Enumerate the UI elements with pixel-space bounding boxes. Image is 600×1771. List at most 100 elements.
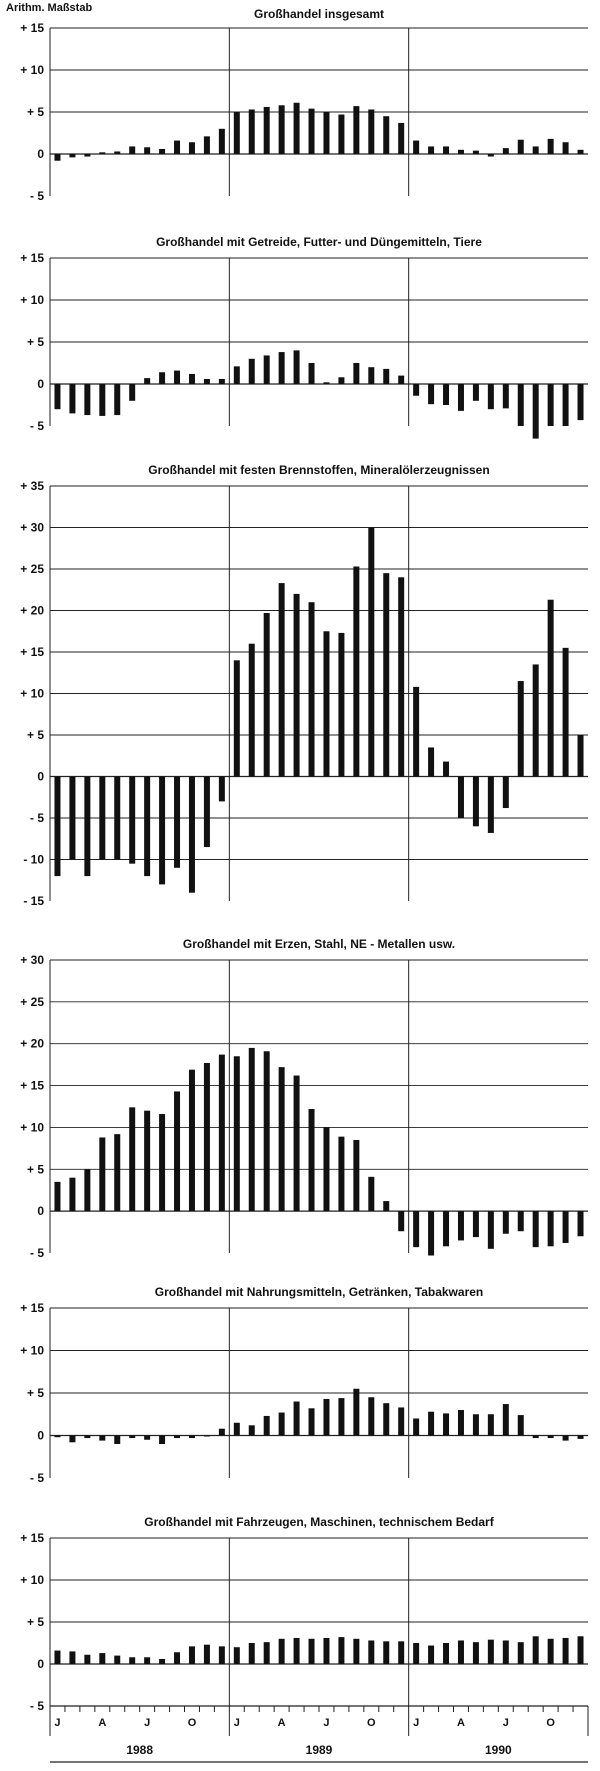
bar <box>233 660 240 777</box>
bar <box>428 384 435 405</box>
y-tick-label: 0 <box>37 147 44 161</box>
bar <box>472 1414 479 1436</box>
chart-panel-1: Großhandel insgesamt + 15 + 10 + 5 0 - 5 <box>20 7 588 203</box>
bar <box>487 1211 494 1249</box>
month-label: J <box>144 1717 150 1729</box>
bar <box>263 355 270 384</box>
bar <box>487 1639 494 1664</box>
month-label: O <box>546 1717 555 1729</box>
bar <box>248 358 255 384</box>
y-tick-label: - 5 <box>30 811 44 825</box>
chart-title: Großhandel insgesamt <box>254 7 384 21</box>
month-label: A <box>457 1717 465 1729</box>
y-tick-label: - 15 <box>23 894 44 908</box>
bar <box>248 1643 255 1664</box>
bar <box>174 1435 181 1439</box>
bar <box>129 1107 136 1212</box>
bar <box>502 1404 509 1436</box>
chart-title: Großhandel mit Erzen, Stahl, NE - Metall… <box>183 937 455 951</box>
bar <box>308 1109 315 1212</box>
scale-label: Arithm. Maßstab <box>6 2 93 14</box>
bar <box>114 151 121 154</box>
bar <box>69 1177 76 1212</box>
bar <box>323 382 330 384</box>
bar <box>84 384 91 416</box>
bar <box>532 384 539 439</box>
bar <box>517 1415 524 1436</box>
y-tick-label: + 5 <box>27 1615 44 1629</box>
bar <box>413 1418 420 1436</box>
y-tick-label: + 20 <box>20 604 44 618</box>
y-tick-label: - 5 <box>30 419 44 433</box>
y-tick-label: + 15 <box>20 251 44 265</box>
bar <box>99 1137 106 1212</box>
bar <box>398 122 405 154</box>
bar <box>263 612 270 777</box>
month-label: A <box>278 1717 286 1729</box>
bar <box>144 378 151 384</box>
bar <box>203 136 210 154</box>
bar <box>278 583 285 777</box>
bar <box>174 140 181 154</box>
bar <box>293 593 300 777</box>
bar <box>159 776 166 885</box>
y-tick-label: + 35 <box>20 479 44 493</box>
y-tick-label: + 30 <box>20 953 44 967</box>
bar <box>398 1211 405 1232</box>
bar <box>159 1114 166 1212</box>
bar <box>368 109 375 154</box>
bar <box>517 681 524 777</box>
y-tick-label: + 15 <box>20 21 44 35</box>
bar <box>188 373 195 384</box>
bar <box>159 372 166 384</box>
month-label: J <box>323 1717 329 1729</box>
bar <box>457 149 464 154</box>
bar <box>218 128 225 154</box>
bar <box>323 1637 330 1664</box>
bar <box>353 1139 360 1212</box>
bar <box>428 1645 435 1664</box>
bar <box>99 1435 106 1441</box>
bar <box>413 140 420 154</box>
time-axis: J A J O 1988 J A J O 1989 J A J O 1990 <box>49 1705 589 1763</box>
month-label: J <box>503 1717 509 1729</box>
bar <box>398 1407 405 1436</box>
bar <box>293 1637 300 1664</box>
bar <box>457 384 464 411</box>
bar <box>278 352 285 384</box>
bar <box>353 1388 360 1436</box>
bar <box>159 1658 166 1664</box>
bar <box>547 384 554 426</box>
bar <box>248 1425 255 1436</box>
y-tick-label: + 25 <box>20 995 44 1009</box>
bar <box>577 735 584 777</box>
bar <box>413 1643 420 1664</box>
bar <box>443 384 450 405</box>
bar <box>368 1397 375 1436</box>
bar <box>54 1435 61 1438</box>
bar <box>457 1640 464 1664</box>
y-tick-label: - 5 <box>30 1699 44 1713</box>
bar <box>532 1435 539 1439</box>
bar <box>547 138 554 154</box>
y-tick-label: + 15 <box>20 1531 44 1545</box>
bar <box>577 1435 584 1439</box>
bar <box>174 370 181 384</box>
bar <box>443 1643 450 1664</box>
bar <box>487 384 494 410</box>
bar <box>84 1435 91 1439</box>
bar <box>308 1408 315 1436</box>
chart-panel-4: Großhandel mit Erzen, Stahl, NE - Metall… <box>20 937 588 1260</box>
y-tick-label: + 5 <box>27 1162 44 1176</box>
bar <box>263 1415 270 1436</box>
bar <box>233 112 240 154</box>
bar <box>368 1176 375 1212</box>
bar <box>517 384 524 426</box>
bar <box>114 1655 121 1664</box>
bar <box>129 776 136 864</box>
month-label: J <box>234 1717 240 1729</box>
bar <box>188 1069 195 1212</box>
bar <box>308 363 315 384</box>
bar <box>174 1091 181 1212</box>
